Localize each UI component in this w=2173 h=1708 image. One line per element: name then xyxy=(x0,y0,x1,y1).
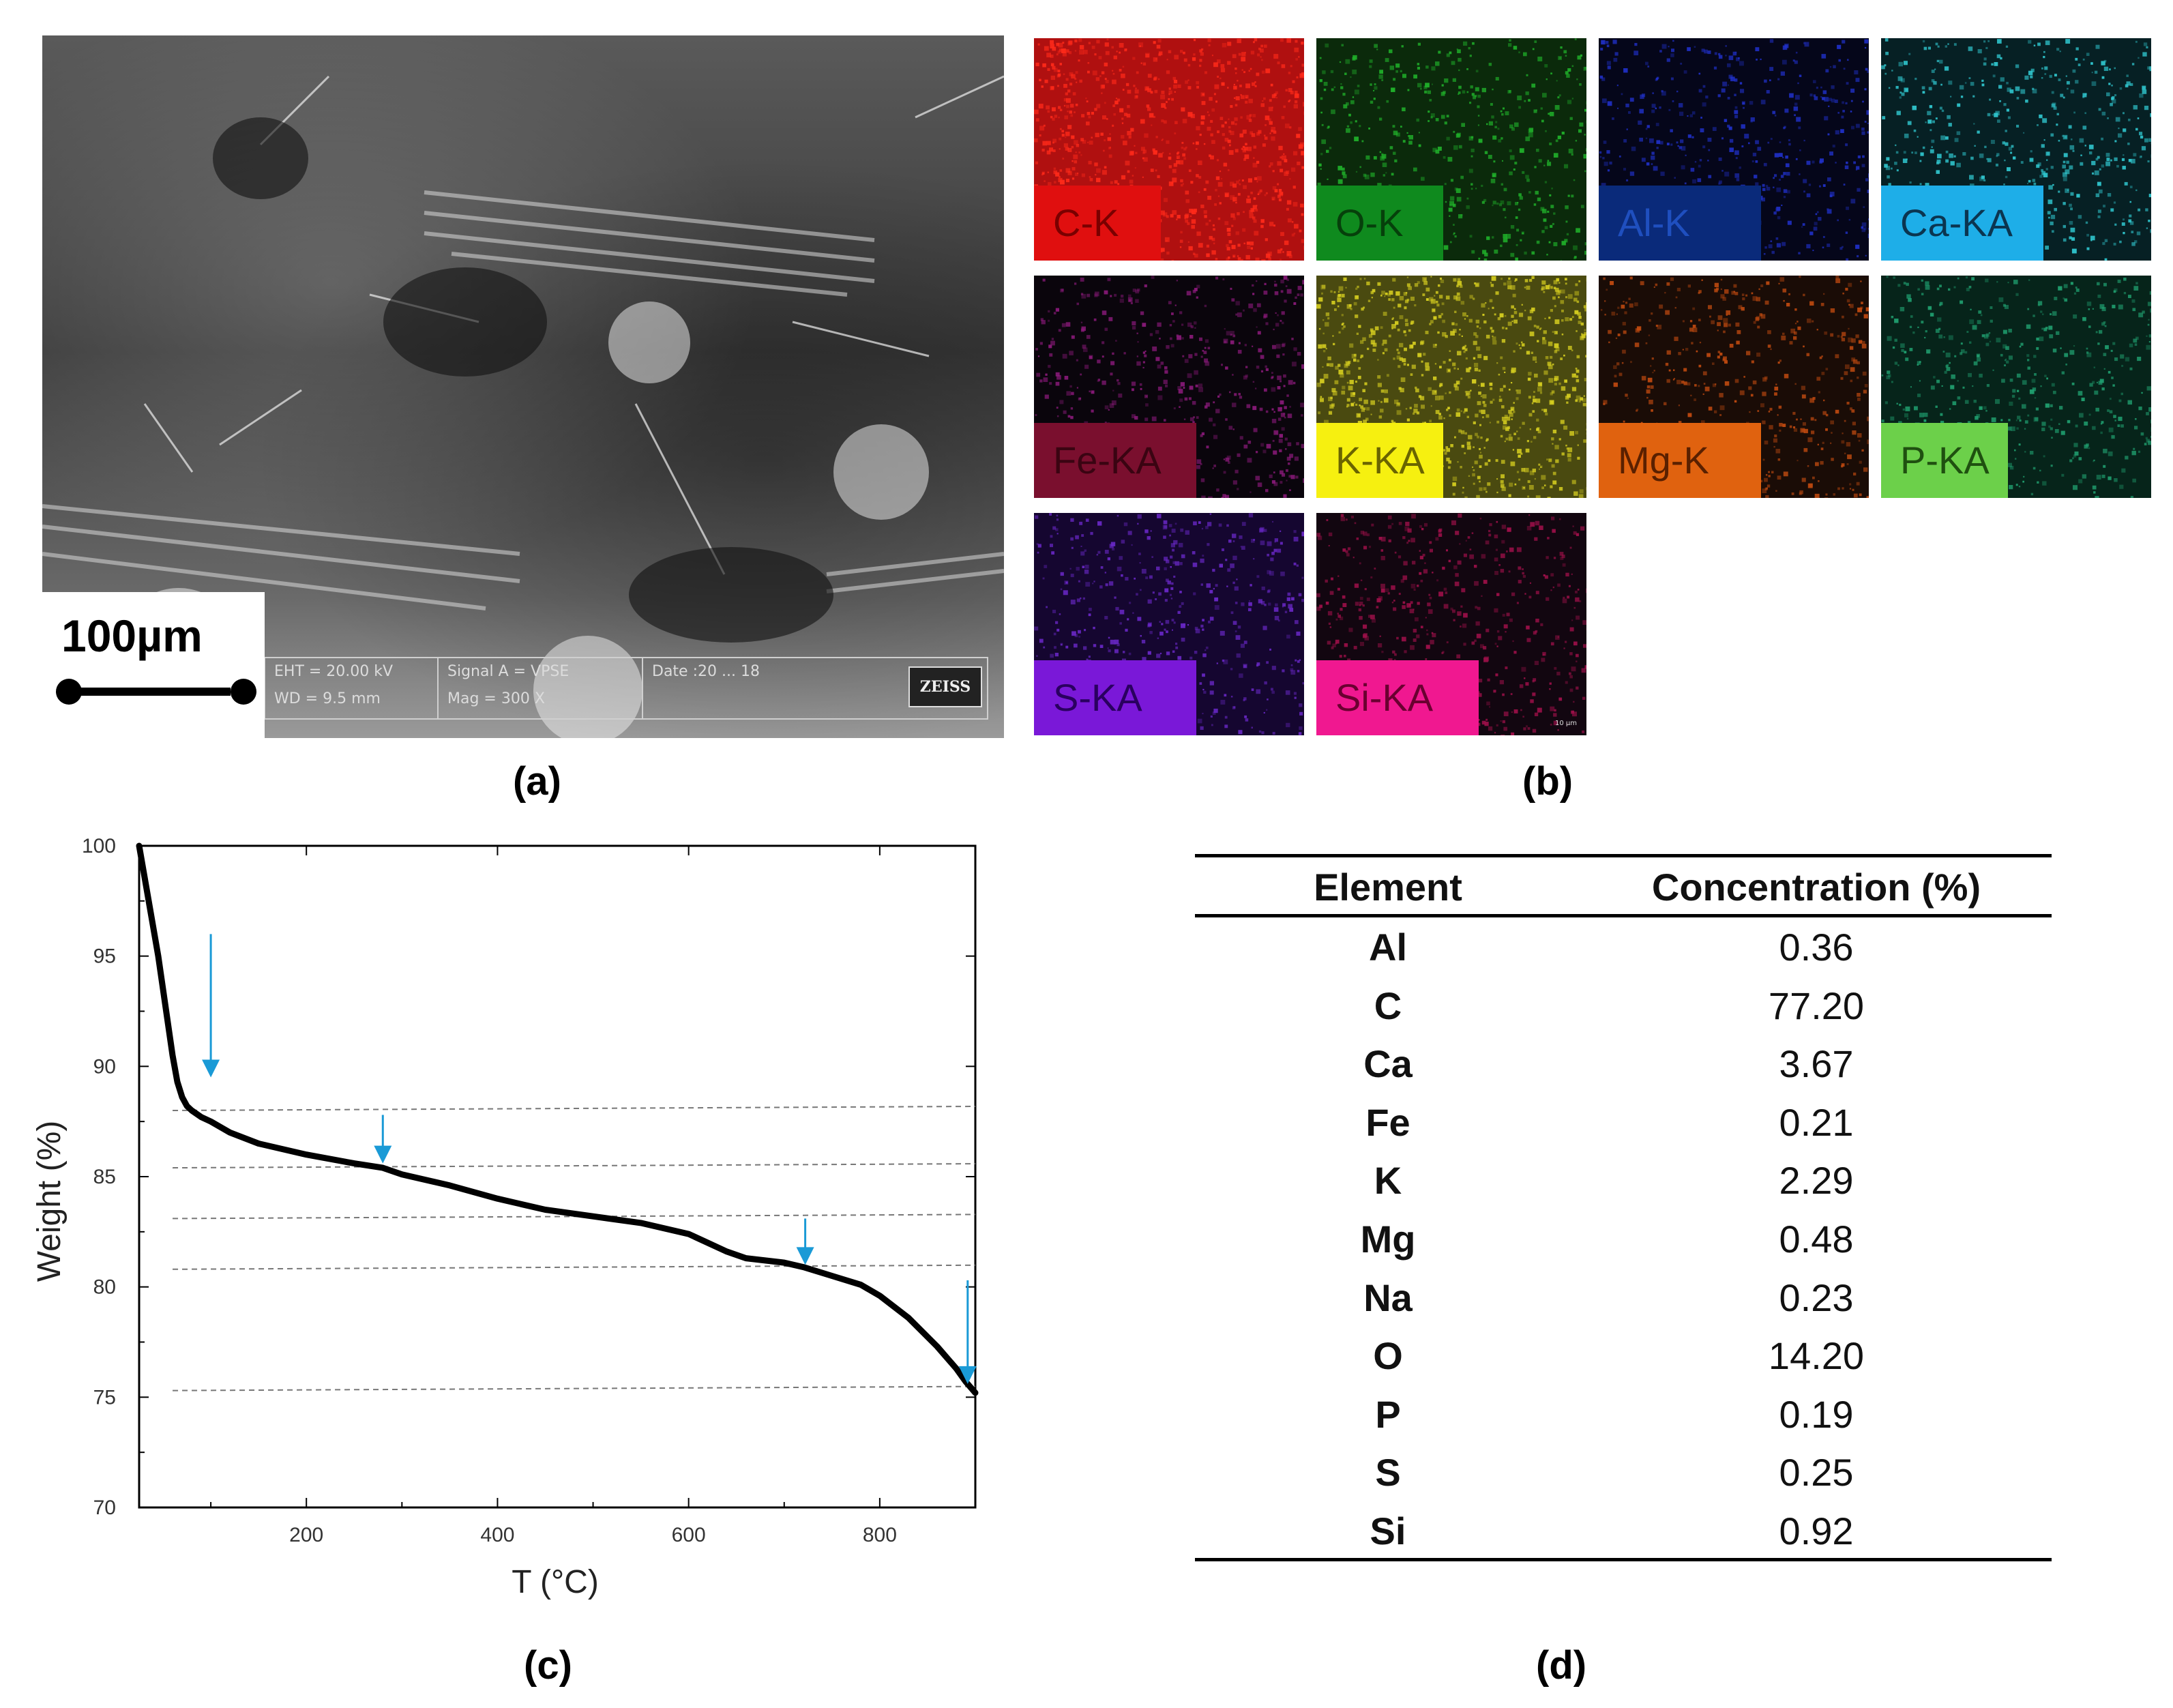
table-cell-concentration: 14.20 xyxy=(1768,1334,1865,1378)
table-cell-concentration: 2.29 xyxy=(1779,1159,1854,1203)
table-cell-element: Mg xyxy=(1360,1218,1416,1261)
eds-map-label: O-K xyxy=(1316,186,1443,261)
eds-map-texture xyxy=(1316,38,1586,261)
eds-map-label: K-KA xyxy=(1316,423,1443,498)
eds-map-s-ka: S-KA xyxy=(1034,513,1304,735)
reference-line xyxy=(173,1264,976,1270)
caption-b: (b) xyxy=(1522,759,1573,804)
table-cell-element: K xyxy=(1374,1159,1402,1203)
sem-info-wd: WD = 9.5 mm xyxy=(274,690,381,707)
table-cell-element: Al xyxy=(1369,926,1407,969)
table-cell-element: Ca xyxy=(1363,1042,1413,1086)
table-cell-concentration: 3.67 xyxy=(1779,1042,1854,1086)
scale-bar-label: 100µm xyxy=(61,610,203,661)
eds-map-grid: C-K O-K Al-K Ca-KA Fe-KA K-KA Mg-K P-KA S-KA Si-K… xyxy=(1034,38,2153,741)
x-tick-label: 400 xyxy=(480,1524,514,1546)
x-tick-label: 200 xyxy=(289,1524,323,1546)
eds-map-label: Mg-K xyxy=(1599,423,1761,498)
table-cell-element: Si xyxy=(1370,1510,1406,1552)
table-cell-element: C xyxy=(1374,984,1402,1027)
scale-bar-line xyxy=(68,688,231,696)
eds-map-ca-ka: Ca-KA xyxy=(1881,38,2151,261)
x-axis-label: T (°C) xyxy=(512,1564,599,1600)
eds-map-c-k: C-K xyxy=(1034,38,1304,261)
caption-d: (d) xyxy=(1536,1643,1587,1688)
annotation-arrowhead xyxy=(202,1059,220,1078)
eds-map-label: Al-K xyxy=(1599,186,1761,261)
annotation-arrowhead xyxy=(374,1145,392,1164)
sem-info-date: Date :20 ... 18 xyxy=(652,663,760,680)
eds-map-p-ka: P-KA xyxy=(1881,276,2151,498)
y-tick-label: 75 xyxy=(93,1386,116,1409)
sem-micrograph: EHT = 20.00 kV WD = 9.5 mm Signal A = VP… xyxy=(42,35,1004,738)
eds-map-texture xyxy=(1034,513,1304,735)
scale-bar: 100µm xyxy=(42,592,265,738)
table-cell-element: Fe xyxy=(1365,1100,1410,1144)
scale-bar-end-left xyxy=(56,679,82,705)
eds-map-fe-ka: Fe-KA xyxy=(1034,276,1304,498)
eds-map-si-ka: Si-KA 10 µm xyxy=(1316,513,1586,735)
y-tick-label: 85 xyxy=(93,1166,116,1188)
table-cell-concentration: 0.48 xyxy=(1779,1218,1854,1261)
table-cell-concentration: 0.25 xyxy=(1779,1451,1854,1494)
y-tick-label: 95 xyxy=(93,945,116,968)
y-axis-label: Weight (%) xyxy=(31,1121,68,1282)
eds-map-label: P-KA xyxy=(1881,423,2008,498)
reference-line xyxy=(173,1163,976,1169)
eds-map-k-ka: K-KA xyxy=(1316,276,1586,498)
y-tick-label: 100 xyxy=(82,835,116,857)
table-cell-concentration: 0.19 xyxy=(1779,1392,1854,1436)
eds-map-label: S-KA xyxy=(1034,660,1196,735)
y-tick-label: 90 xyxy=(93,1055,116,1078)
sem-info-mag: Mag = 300 X xyxy=(447,690,545,707)
caption-a: (a) xyxy=(513,759,561,804)
eds-map-label: Si-KA xyxy=(1316,660,1479,735)
x-tick-label: 600 xyxy=(672,1524,706,1546)
eds-map-label: Fe-KA xyxy=(1034,423,1196,498)
tga-series-line xyxy=(136,842,979,1396)
sem-info-signal: Signal A = VPSE xyxy=(447,663,570,680)
y-tick-label: 70 xyxy=(93,1497,116,1519)
table-cell-element: Na xyxy=(1363,1276,1413,1319)
eds-map-label: Ca-KA xyxy=(1881,186,2043,261)
reference-line xyxy=(173,1385,976,1392)
table-cell-element: O xyxy=(1373,1334,1403,1378)
reference-line xyxy=(173,1106,976,1111)
element-concentration-table: Element Concentration (%) Al 0.36 C 77.20 Ca… xyxy=(1195,854,2052,1563)
table-cell-concentration: 77.20 xyxy=(1768,984,1865,1027)
caption-c: (c) xyxy=(524,1643,572,1688)
zeiss-logo: ZEISS xyxy=(908,666,982,707)
y-tick-label: 80 xyxy=(93,1276,116,1299)
eds-map-label: C-K xyxy=(1034,186,1161,261)
tga-chart: 200 400 600 800 70 75 80 85 90 95 100 T (°C) Weigh… xyxy=(31,835,979,1600)
table-cell-element: S xyxy=(1375,1451,1401,1494)
eds-map-scale: 10 µm xyxy=(1554,720,1577,727)
eds-map-mg-k: Mg-K xyxy=(1599,276,1869,498)
x-tick-label: 800 xyxy=(863,1524,897,1546)
table-bottom-rule xyxy=(1195,1558,2052,1561)
plot-frame xyxy=(138,844,977,1509)
sem-info-hv: EHT = 20.00 kV xyxy=(274,663,394,680)
table-header-rule xyxy=(1195,914,2052,917)
table-header-concentration: Concentration (%) xyxy=(1651,866,1981,909)
scale-bar-end-right xyxy=(231,679,256,705)
table-cell-concentration: 0.36 xyxy=(1779,926,1854,969)
table-cell-concentration: 0.21 xyxy=(1779,1100,1854,1144)
table-cell-element: P xyxy=(1375,1392,1401,1436)
table-cell-concentration: 0.92 xyxy=(1779,1510,1854,1552)
eds-map-al-k: Al-K xyxy=(1599,38,1869,261)
eds-map-o-k: O-K xyxy=(1316,38,1586,261)
table-header-element: Element xyxy=(1314,866,1462,909)
table-top-rule xyxy=(1195,854,2052,857)
annotation-arrowhead xyxy=(958,1366,977,1384)
table-cell-concentration: 0.23 xyxy=(1779,1276,1854,1319)
annotation-arrowhead xyxy=(796,1247,814,1265)
